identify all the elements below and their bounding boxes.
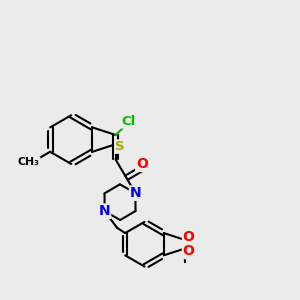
Text: N: N — [99, 204, 110, 218]
Text: CH₃: CH₃ — [18, 157, 40, 167]
Text: O: O — [136, 157, 148, 171]
Text: Cl: Cl — [122, 115, 136, 128]
Text: N: N — [130, 186, 141, 200]
Text: S: S — [115, 140, 124, 153]
Text: O: O — [183, 244, 194, 258]
Text: O: O — [183, 230, 194, 244]
